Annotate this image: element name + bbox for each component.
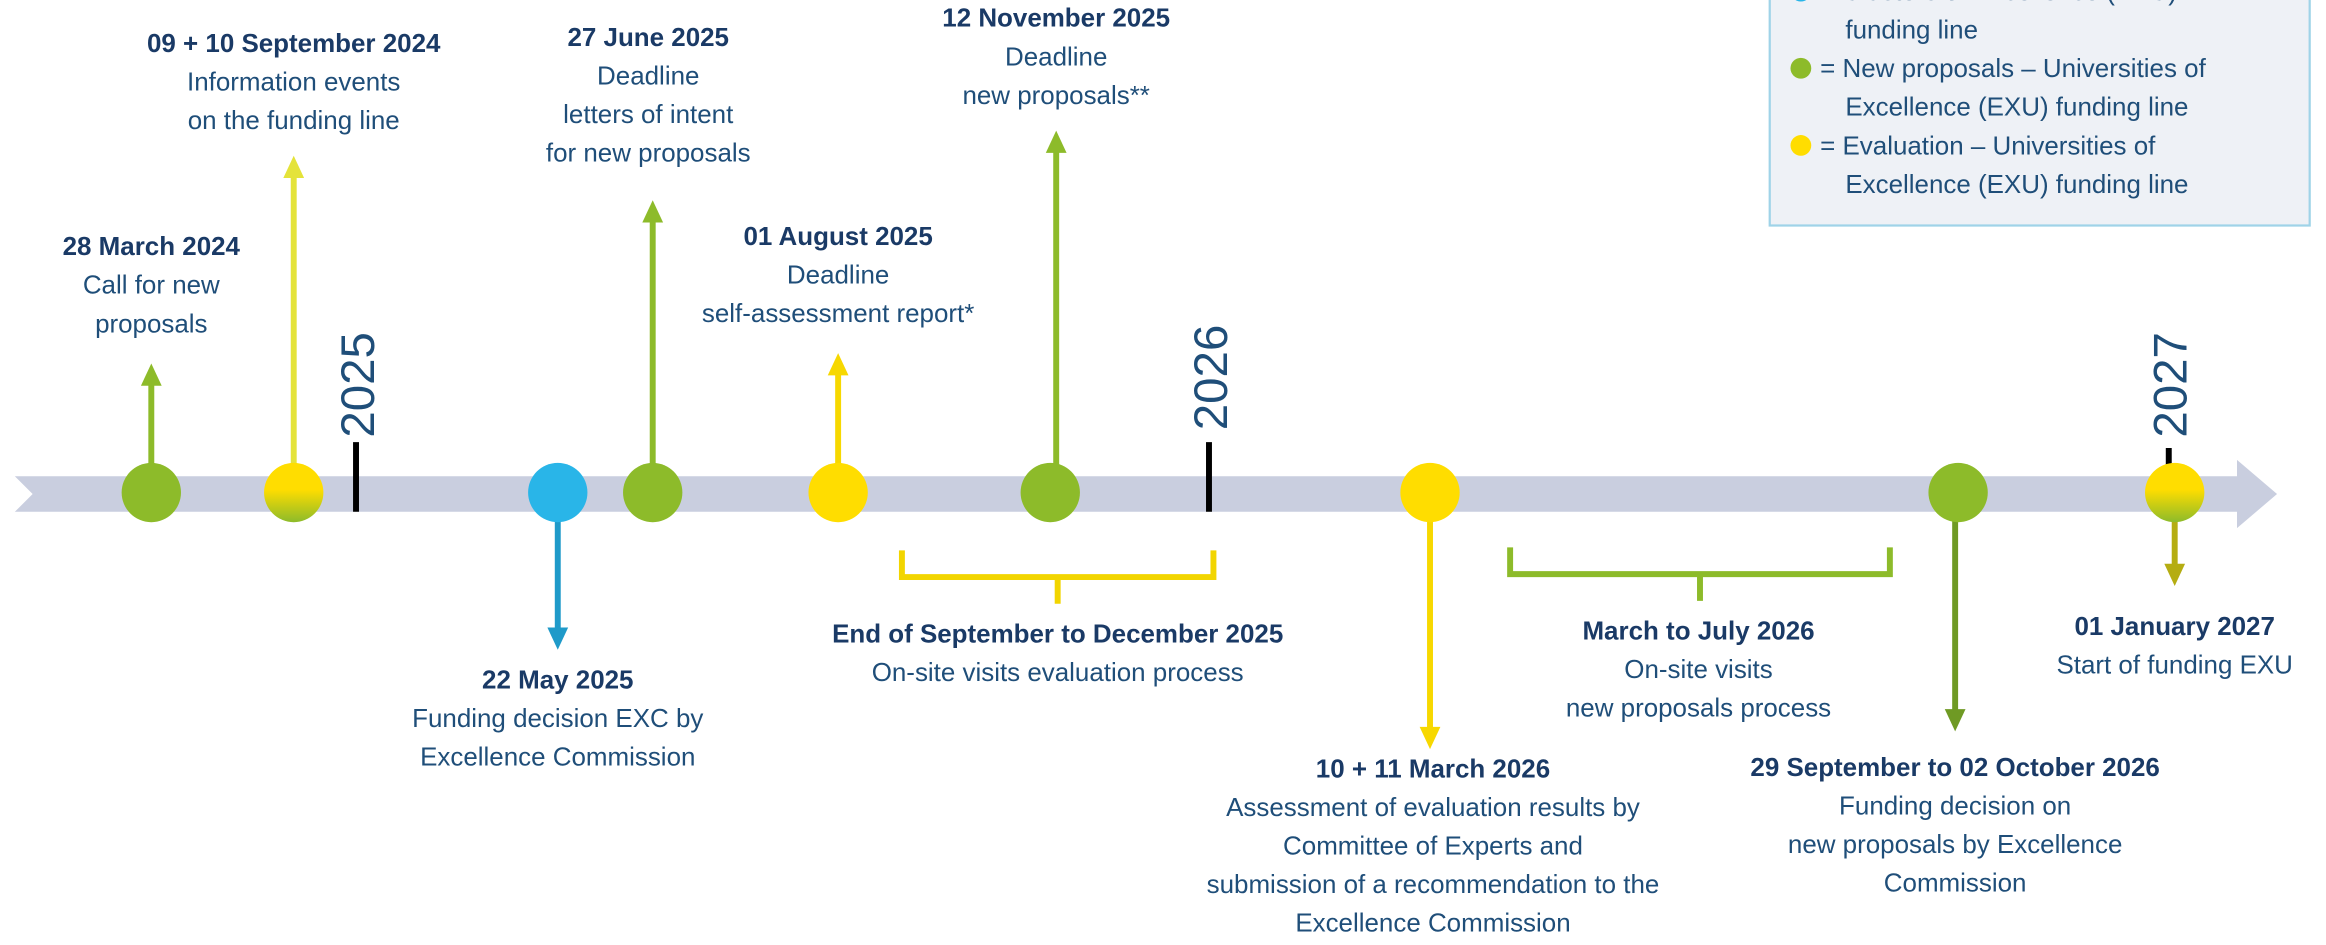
- event-dot: [1400, 462, 1460, 523]
- event-date: March to July 2026: [1582, 617, 1814, 645]
- event-text: Deadline: [597, 63, 699, 91]
- arrow-head: [547, 627, 569, 650]
- event-date: 01 August 2025: [743, 223, 932, 251]
- event-dot: [623, 462, 683, 523]
- legend-text: = New proposals – Universities of: [1820, 55, 2206, 83]
- event-text: Committee of Experts and: [1283, 832, 1583, 860]
- legend-text: = Evaluation – Universities of: [1820, 132, 2156, 160]
- event-text: new proposals process: [1566, 695, 1831, 723]
- event-text: Call for new: [83, 272, 220, 300]
- arrow-head: [1419, 726, 1441, 750]
- event-text: On-site visits evaluation process: [872, 659, 1244, 687]
- legend-text: Excellence (EXU) funding line: [1845, 171, 2188, 199]
- event-dot: [2145, 462, 2205, 523]
- legend-dot: [1790, 135, 1812, 156]
- event-dot: [264, 462, 324, 523]
- event-dot: [1928, 462, 1988, 523]
- legend-dot: [1795, 0, 1807, 2]
- legend-text: = Clusters of Excellence (EXC): [1820, 0, 2177, 6]
- event-text: Commission: [1884, 870, 2027, 898]
- event-date: 29 September to 02 October 2026: [1750, 754, 2159, 782]
- event-text: Funding decision EXC by: [412, 705, 703, 733]
- event-date: 12 November 2025: [942, 5, 1170, 33]
- event-text: for new proposals: [546, 140, 751, 168]
- event-text: letters of intent: [563, 101, 734, 129]
- event-text: Assessment of evaluation results by: [1226, 794, 1640, 822]
- event-text: on the funding line: [188, 107, 400, 135]
- period-bracket: [898, 550, 1217, 604]
- event-date: 01 January 2027: [2074, 613, 2274, 641]
- legend-text: Excellence (EXU) funding line: [1845, 94, 2188, 122]
- legend-dot: [1790, 57, 1812, 79]
- event-dot: [1020, 462, 1080, 523]
- year-label: 2025: [332, 332, 385, 438]
- arrow-head: [283, 155, 305, 179]
- event-date: 27 June 2025: [567, 24, 729, 52]
- legend-box: [1768, 0, 2311, 227]
- arrow-head: [2164, 563, 2186, 586]
- event-text: proposals: [95, 310, 207, 338]
- event-text: self-assessment report*: [702, 300, 974, 328]
- event-text: Deadline: [787, 261, 889, 289]
- year-label: 2027: [2145, 332, 2198, 438]
- event-text: new proposals by Excellence: [1788, 831, 2123, 859]
- event-text: On-site visits: [1624, 656, 1772, 684]
- event-date: 10 + 11 March 2026: [1316, 755, 1550, 783]
- event-date: 09 + 10 September 2024: [147, 30, 441, 58]
- event-date: End of September to December 2025: [832, 620, 1283, 648]
- event-dot: [528, 462, 588, 523]
- event-text: new proposals**: [962, 82, 1149, 110]
- event-dot: [808, 462, 868, 523]
- arrow-head: [642, 200, 664, 223]
- event-text: Funding decision on: [1839, 792, 2071, 820]
- period-bracket: [1507, 547, 1893, 601]
- arrow-head: [140, 363, 162, 386]
- year-label: 2026: [1185, 325, 1238, 431]
- arrow-head: [1045, 130, 1067, 153]
- legend-text: funding line: [1845, 17, 1978, 45]
- event-text: Information events: [187, 69, 400, 97]
- event-text: submission of a recommendation to the: [1207, 871, 1660, 899]
- event-text: Excellence Commission: [1295, 910, 1570, 938]
- event-dot: [121, 462, 181, 523]
- event-text: Start of funding EXU: [2056, 652, 2292, 680]
- event-date: 28 March 2024: [63, 233, 241, 261]
- arrow-head: [1944, 709, 1966, 732]
- event-text: Deadline: [1005, 43, 1107, 71]
- event-text: Excellence Commission: [420, 743, 695, 771]
- event-date: 22 May 2025: [482, 666, 633, 694]
- arrow-head: [827, 353, 849, 376]
